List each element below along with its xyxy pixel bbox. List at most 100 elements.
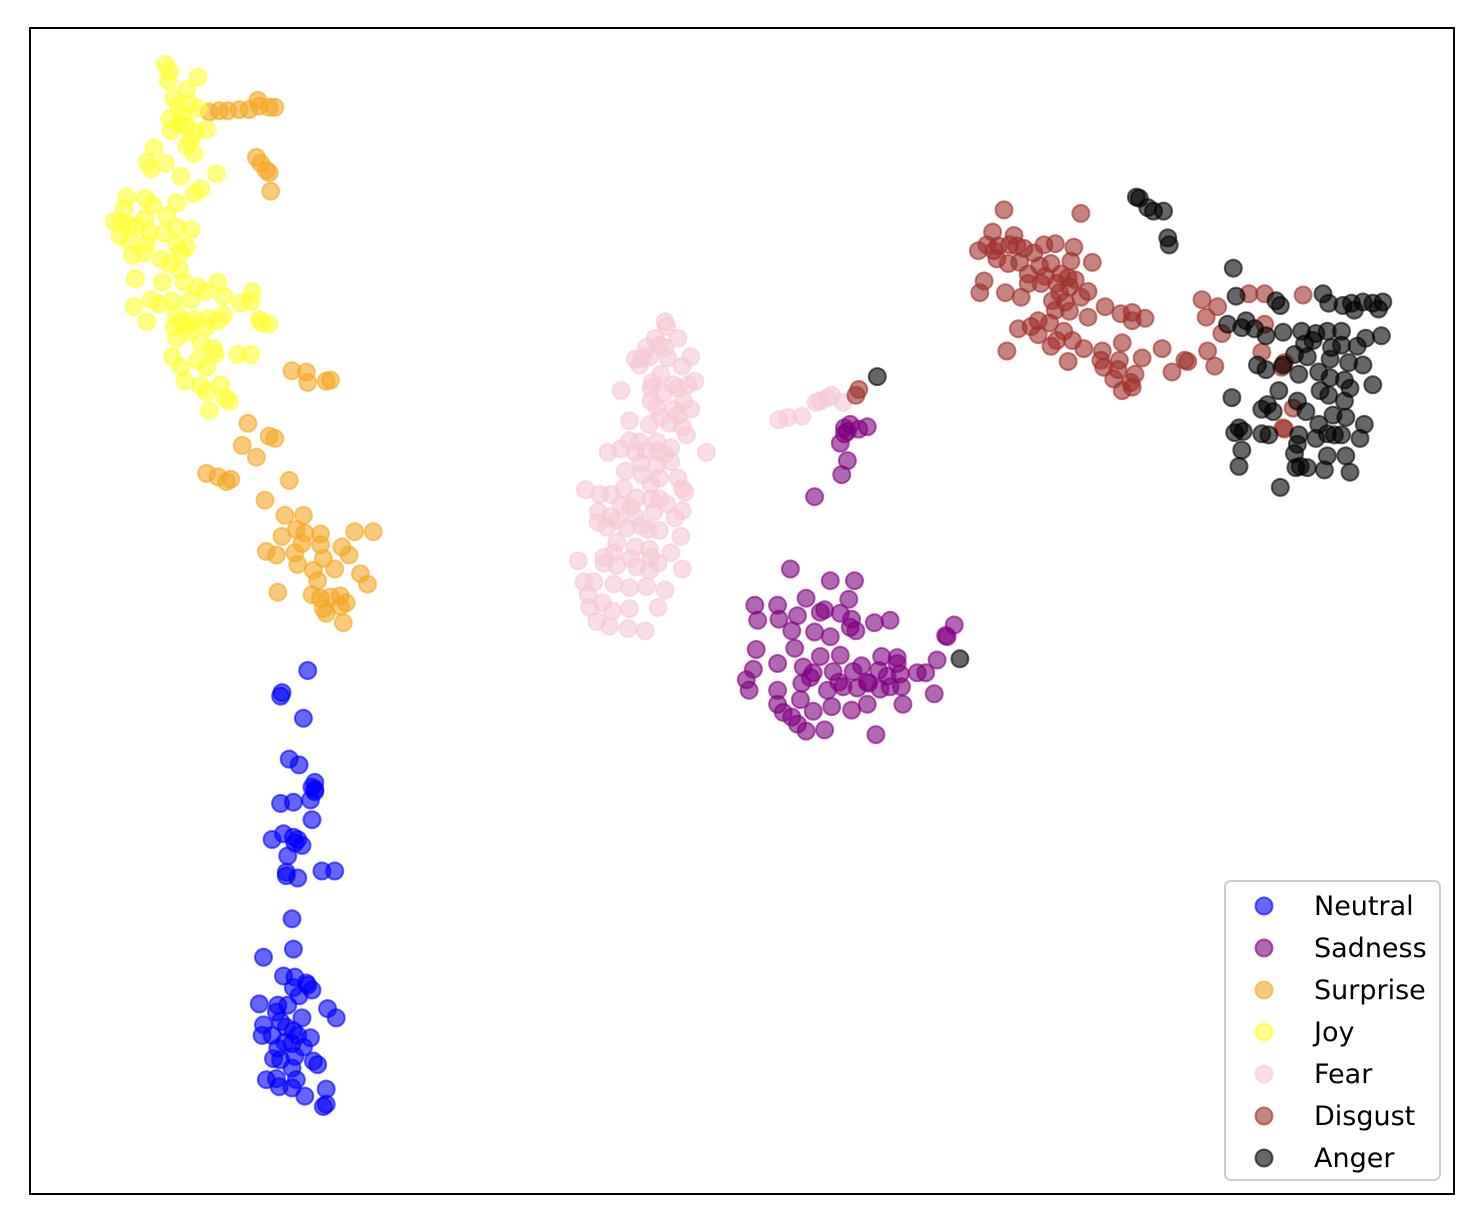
point-sadness-25 [880,610,900,630]
point-surprise-61 [333,613,353,633]
point-disgust-69 [1132,348,1152,368]
point-disgust-64 [1074,339,1094,359]
data-points [104,54,1393,1116]
point-disgust-42 [1095,297,1115,317]
point-neutral-69 [313,1097,333,1116]
point-sadness-13 [796,588,816,608]
point-neutral-22 [325,861,345,881]
point-anger-12 [1270,296,1290,315]
point-joy-22 [141,159,161,179]
point-surprise-46 [288,554,308,574]
legend: Neutral Sadness Surprise Joy Fear Disgust Ange… [1224,880,1441,1181]
point-surprise-52 [268,582,288,602]
point-anger-21 [1369,299,1388,319]
point-anger-40 [1297,347,1317,367]
point-sadness-8 [832,465,852,485]
point-joy-65 [214,286,234,306]
point-disgust-37 [995,283,1015,303]
point-disgust-47 [1040,313,1060,333]
point-neutral-67 [295,1086,315,1106]
point-surprise-8 [265,97,285,117]
point-joy-83 [180,322,199,342]
point-sadness-12 [845,571,864,591]
point-fear-71 [644,502,664,522]
point-neutral-12 [283,792,303,812]
point-sadness-70 [790,690,810,710]
point-sadness-35 [746,640,766,659]
point-sadness-81 [866,725,886,745]
point-sadness-68 [924,684,944,704]
point-sadness-6 [835,424,854,444]
point-joy-19 [184,144,204,164]
point-anger-62 [1296,402,1316,422]
point-joy-16 [161,121,181,141]
point-anger-87 [1314,460,1334,480]
series-anger [867,187,1393,669]
point-disgust-82 [1122,377,1142,397]
point-fear-58 [675,482,695,502]
point-anger-78 [1232,440,1252,460]
point-joy-64 [195,282,215,301]
point-fear-30 [620,411,639,431]
point-anger-6 [1154,201,1173,221]
point-anger-44 [1273,355,1293,375]
point-sadness-11 [820,571,840,591]
point-joy-53 [125,269,145,289]
point-surprise-12 [259,163,279,183]
point-joy-15 [197,119,217,139]
point-disgust-56 [1293,285,1313,305]
point-surprise-48 [325,559,345,579]
point-neutral-25 [276,862,296,882]
point-fear-1 [657,317,676,336]
point-joy-80 [208,311,228,331]
point-disgust-83 [1162,362,1182,382]
point-joy-63 [181,290,201,310]
series-surprise [197,90,383,633]
point-surprise-27 [221,469,241,489]
point-anger-43 [1353,355,1373,375]
point-surprise-13 [261,181,281,201]
point-joy-95 [197,382,217,402]
point-neutral-42 [292,1008,312,1028]
point-joy-26 [184,184,204,204]
legend-marker-surprise [1254,980,1274,1000]
point-sadness-67 [892,677,911,697]
point-joy-3 [188,67,208,87]
point-joy-45 [167,217,187,237]
legend-marker-sadness [1254,938,1274,958]
point-fear-21 [611,381,631,401]
point-sadness-18 [748,610,768,630]
point-anger-69 [1233,421,1253,441]
point-joy-67 [241,292,261,312]
point-neutral-19 [292,835,312,855]
point-disgust-3 [1071,203,1091,223]
point-anger-61 [1263,402,1283,422]
legend-label-fear: Fear [1314,1059,1373,1090]
point-anger-9 [1223,258,1243,278]
point-sadness-10 [780,559,800,579]
series-joy [104,54,279,420]
point-fear-72 [665,508,685,528]
point-neutral-36 [249,994,269,1014]
point-anger-35 [1303,331,1323,350]
point-fear-98 [620,578,639,598]
point-anger-76 [1332,425,1351,445]
point-joy-74 [259,314,279,334]
point-sadness-51 [916,663,936,683]
point-disgust-23 [1082,252,1102,272]
point-sadness-15 [745,595,765,615]
point-fear-88 [568,551,588,571]
point-disgust-74 [1041,336,1061,356]
point-fear-79 [671,526,691,546]
point-anger-20 [1344,300,1364,320]
point-disgust-61 [1028,325,1048,345]
legend-label-disgust: Disgust [1314,1101,1415,1132]
point-disgust-53 [1192,290,1212,310]
point-sadness-33 [936,626,956,645]
point-neutral-59 [308,1055,328,1075]
point-anger-55 [1334,391,1354,411]
point-sadness-14 [839,589,859,609]
point-anger-56 [1222,388,1242,408]
legend-label-neutral: Neutral [1314,891,1414,922]
